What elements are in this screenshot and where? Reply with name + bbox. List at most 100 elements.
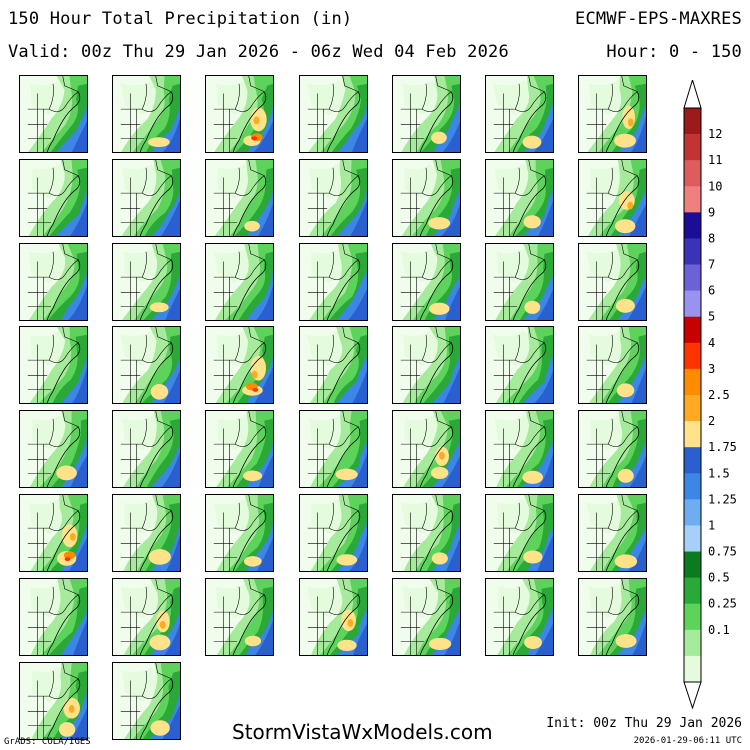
ensemble-member-panel	[112, 75, 182, 153]
ensemble-member-panel	[485, 326, 554, 405]
ensemble-member-panel	[205, 75, 275, 153]
init-time: Init: 00z Thu 29 Jan 2026	[546, 716, 742, 731]
ensemble-member-panel	[578, 242, 648, 321]
ensemble-member-panel	[19, 494, 88, 572]
ensemble-member-panel	[112, 661, 182, 740]
ensemble-member-grid	[19, 75, 648, 740]
legend-color-swatch	[684, 447, 701, 474]
legend-color-swatch	[684, 629, 701, 657]
legend-label: 2.5	[708, 388, 730, 402]
precipitation-color-legend: 12 11 10 9 8 7 6 5 4 3 2.5 2 1.75 1.5 1.25 1 0.75 0.5 0.25…	[680, 80, 750, 710]
generated-timestamp: 2026-01-29-06:11 UTC	[633, 736, 742, 746]
ensemble-member-panel	[298, 494, 368, 572]
ensemble-member-panel	[485, 577, 554, 656]
legend-label: 0.75	[708, 545, 737, 559]
ensemble-member-panel	[298, 410, 368, 489]
legend-label: 6	[708, 284, 715, 298]
ensemble-member-panel	[112, 410, 182, 489]
legend-color-swatch	[684, 108, 701, 135]
website-watermark: StormVistaWxModels.com	[232, 720, 493, 744]
ensemble-member-panel	[485, 242, 554, 321]
legend-color-swatch	[684, 238, 701, 265]
legend-label: 2	[708, 414, 715, 428]
legend-color-swatch	[684, 160, 701, 187]
legend-color-swatch	[684, 186, 701, 213]
grads-credit: GrADS: COLA/IGES	[4, 737, 91, 747]
legend-color-swatch	[684, 342, 701, 370]
ensemble-member-panel	[19, 242, 88, 321]
ensemble-member-panel	[298, 158, 368, 237]
ensemble-member-panel	[485, 410, 554, 489]
legend-color-swatch	[684, 316, 701, 344]
legend-label: 9	[708, 205, 715, 219]
ensemble-member-panel	[205, 158, 275, 237]
ensemble-member-panel	[19, 75, 88, 153]
legend-label: 1	[708, 518, 715, 532]
legend-label: 1.75	[708, 440, 737, 454]
valid-time-range: Valid: 00z Thu 29 Jan 2026 - 06z Wed 04 …	[8, 42, 509, 62]
legend-label: 7	[708, 258, 715, 272]
ensemble-member-panel	[112, 242, 182, 321]
legend-color-swatch	[684, 525, 701, 552]
legend-color-swatch	[684, 368, 701, 396]
forecast-hour-range: Hour: 0 - 150	[606, 42, 742, 62]
ensemble-member-panel	[298, 75, 368, 153]
ensemble-member-panel	[391, 158, 461, 237]
ensemble-member-panel	[578, 577, 648, 656]
ensemble-member-panel	[19, 661, 88, 740]
legend-label: 1.5	[708, 466, 730, 480]
ensemble-member-panel	[578, 410, 648, 489]
legend-color-swatch	[684, 395, 701, 422]
legend-top-arrow	[683, 80, 702, 109]
ensemble-member-panel	[112, 577, 182, 656]
legend-label: 1.25	[708, 492, 737, 506]
ensemble-member-panel	[298, 242, 368, 321]
legend-color-swatch	[684, 655, 701, 683]
legend-bottom-arrow	[683, 681, 702, 710]
legend-label: 0.1	[708, 623, 730, 637]
ensemble-member-panel	[391, 326, 461, 405]
legend-color-swatch	[684, 473, 701, 500]
legend-color-swatch	[684, 499, 701, 526]
legend-label: 4	[708, 336, 715, 350]
legend-colorbar: 12 11 10 9 8 7 6 5 4 3 2.5 2 1.75 1.5 1.25 1 0.75 0.5 0.25…	[683, 80, 737, 710]
legend-label: 12	[708, 127, 722, 141]
legend-color-swatch	[684, 603, 701, 631]
ensemble-member-panel	[578, 158, 648, 237]
legend-color-swatch	[684, 134, 701, 161]
ensemble-member-panel	[205, 326, 275, 405]
ensemble-member-panel	[485, 75, 554, 153]
legend-label: 0.25	[708, 597, 737, 611]
legend-color-swatch	[684, 212, 701, 239]
ensemble-member-panel	[391, 494, 461, 572]
model-name: ECMWF-EPS-MAXRES	[575, 9, 742, 29]
legend-label: 3	[708, 362, 715, 376]
map-title: 150 Hour Total Precipitation (in)	[8, 9, 353, 29]
ensemble-member-panel	[205, 494, 275, 572]
ensemble-member-panel	[19, 326, 88, 405]
ensemble-member-panel	[391, 410, 461, 489]
legend-color-swatch	[684, 290, 701, 318]
ensemble-member-panel	[205, 410, 275, 489]
legend-label: 0.5	[708, 571, 730, 585]
ensemble-member-panel	[578, 75, 648, 153]
legend-color-swatch	[684, 264, 701, 291]
ensemble-member-panel	[391, 242, 461, 321]
legend-outline	[683, 107, 702, 683]
legend-color-swatch	[684, 551, 701, 578]
ensemble-member-panel	[578, 494, 648, 572]
ensemble-member-panel	[578, 326, 648, 405]
ensemble-member-panel	[298, 326, 368, 405]
ensemble-member-panel	[19, 577, 88, 656]
ensemble-member-panel	[19, 158, 88, 237]
legend-label: 11	[708, 153, 722, 167]
ensemble-member-panel	[112, 326, 182, 405]
legend-label: 10	[708, 179, 722, 193]
ensemble-member-panel	[485, 158, 554, 237]
legend-color-swatch	[684, 577, 701, 605]
ensemble-member-panel	[205, 577, 275, 656]
ensemble-member-panel	[391, 577, 461, 656]
ensemble-member-panel	[485, 494, 554, 572]
ensemble-member-panel	[391, 75, 461, 153]
ensemble-member-panel	[298, 577, 368, 656]
